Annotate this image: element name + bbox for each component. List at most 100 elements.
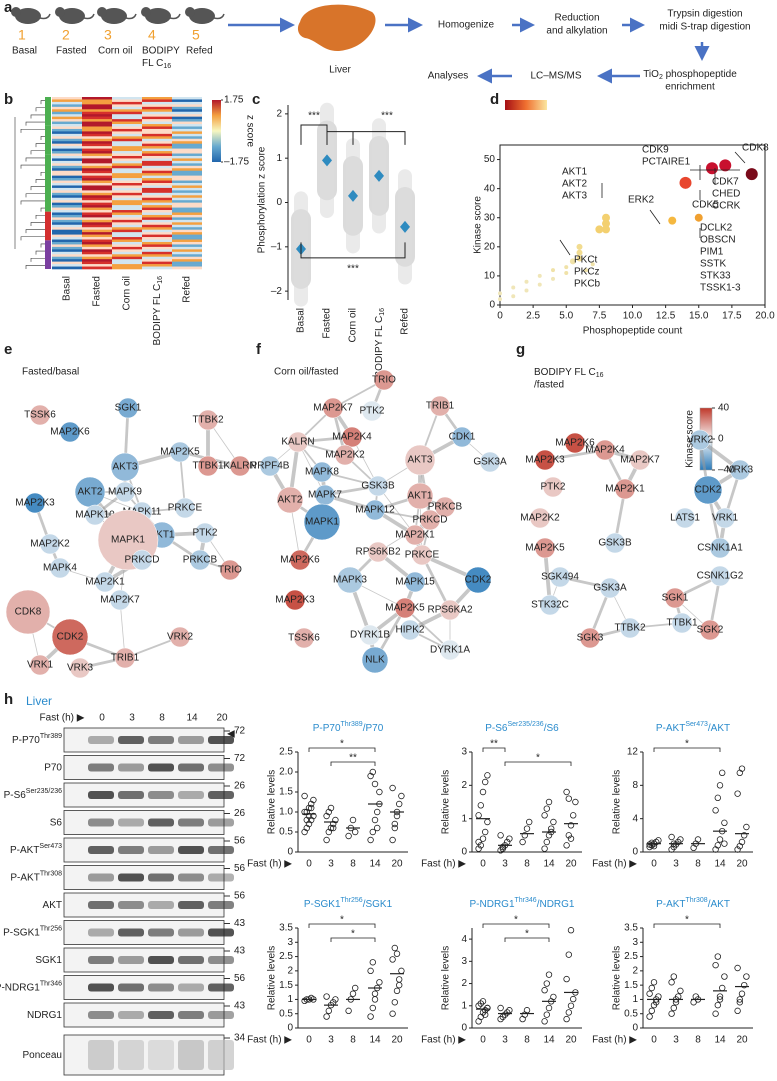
- sig-label: ***: [381, 111, 393, 122]
- network-node: [419, 509, 441, 531]
- blot-band: [148, 928, 174, 937]
- heatmap-cell: [82, 101, 112, 105]
- network-node: [131, 549, 153, 571]
- heatmap-cell: [82, 261, 112, 265]
- text-part: FL C: [142, 58, 163, 69]
- heatmap-cell: [142, 254, 172, 258]
- network-title: Fasted/basal: [22, 367, 79, 378]
- heatmap-cell: [172, 136, 202, 140]
- blot-band: [118, 873, 144, 882]
- heatmap-cell: [52, 207, 82, 211]
- heatmap-cell: [172, 141, 202, 144]
- data-point: [484, 1004, 491, 1012]
- x-tick-label: 12.5: [656, 311, 676, 322]
- text-part: Ponceau: [23, 1050, 62, 1061]
- data-point: [570, 995, 577, 1003]
- colorbar-tick: –40: [718, 465, 735, 476]
- heatmap-cell: [112, 99, 142, 103]
- x-tick-label: 8: [350, 1035, 356, 1046]
- heatmap-cell: [142, 170, 172, 174]
- data-point: [714, 953, 721, 960]
- x-tick-label: 5.0: [559, 311, 573, 322]
- data-point: [648, 839, 655, 847]
- x-tick-label: 8: [695, 1035, 701, 1046]
- blot-band: [178, 873, 204, 882]
- data-point: [743, 823, 750, 831]
- data-point: [526, 818, 533, 826]
- point-annotation: CDK8: [742, 143, 769, 154]
- heatmap-cell: [82, 143, 112, 147]
- node-label: GSK3A: [593, 583, 627, 594]
- data-point: [572, 798, 579, 806]
- heatmap-cell: [142, 214, 172, 218]
- node-label: NLK: [365, 655, 385, 666]
- heatmap-cell: [52, 219, 82, 223]
- node-label: MAP2K3: [15, 498, 55, 509]
- x-axis-label: Phosphopeptide count: [583, 326, 683, 337]
- x-tick-label: 3: [502, 1035, 508, 1046]
- text-part: 16: [163, 63, 171, 70]
- heatmap-cell: [82, 200, 112, 203]
- heatmap-cell: [52, 99, 82, 103]
- data-point: [391, 824, 398, 832]
- point: [694, 213, 703, 222]
- data-point: [371, 780, 379, 788]
- dendrogram: [30, 222, 45, 226]
- node-label: PRKCE: [168, 503, 203, 514]
- heatmap-cell: [82, 192, 112, 196]
- text-part: P70: [44, 762, 62, 773]
- point: [719, 159, 732, 172]
- blot-band: [208, 1011, 234, 1019]
- text-part: P-NDRG1: [0, 982, 40, 993]
- heatmap-cell: [112, 222, 142, 226]
- node-label: MAP2K1: [395, 530, 435, 541]
- heatmap-cell: [142, 244, 172, 248]
- node-label: SGK3: [577, 633, 604, 644]
- lane-number: 3: [129, 713, 135, 724]
- colorbar-tick: –1.75: [224, 157, 249, 168]
- heatmap-cell: [142, 197, 172, 201]
- network-node: [197, 409, 219, 431]
- mouse-tail: [213, 13, 225, 20]
- data-point: [391, 820, 398, 828]
- data-point: [308, 804, 315, 812]
- node-label: MAPK1: [111, 535, 145, 546]
- text-part: BODIPY FL C: [534, 367, 596, 378]
- heatmap-cell: [112, 136, 142, 140]
- x-tick-label: 0: [480, 859, 486, 870]
- heatmap-cell: [52, 97, 82, 100]
- heatmap-cell: [82, 222, 112, 226]
- y-tick-label: 3: [287, 937, 293, 948]
- cluster-strip: [45, 240, 51, 269]
- network-node: [534, 449, 556, 471]
- mouse-head: [141, 7, 151, 17]
- point-annotation: PKCb: [574, 279, 601, 290]
- heatmap-cell: [52, 114, 82, 117]
- point: [511, 294, 516, 299]
- heatmap-cell: [52, 210, 82, 213]
- text-part: /P70: [363, 723, 384, 734]
- x-tick-label: 14: [714, 859, 726, 870]
- heatmap-cell: [112, 207, 142, 211]
- point-annotation: ERK2: [628, 195, 655, 206]
- heatmap-cell: [52, 256, 82, 260]
- heatmap-cell: [142, 178, 172, 181]
- data-point: [714, 794, 721, 802]
- x-tick-label: 14: [543, 859, 555, 870]
- heatmap-cell: [52, 128, 82, 132]
- node-label: AKT2: [277, 495, 302, 506]
- group-number: 1: [18, 27, 26, 43]
- heatmap-cell: [142, 200, 172, 203]
- network-node: [542, 476, 564, 498]
- data-point: [345, 832, 352, 840]
- data-point: [305, 812, 313, 820]
- y-tick-label: 1: [461, 1000, 467, 1011]
- heatmap-cell: [112, 175, 142, 179]
- data-point: [741, 832, 748, 839]
- blot-header: Liver: [26, 694, 52, 708]
- data-point: [712, 807, 719, 814]
- heatmap-cell: [82, 97, 112, 100]
- dendrogram: [20, 236, 45, 241]
- node-label: MAP2K2: [30, 539, 70, 550]
- data-point: [721, 819, 728, 827]
